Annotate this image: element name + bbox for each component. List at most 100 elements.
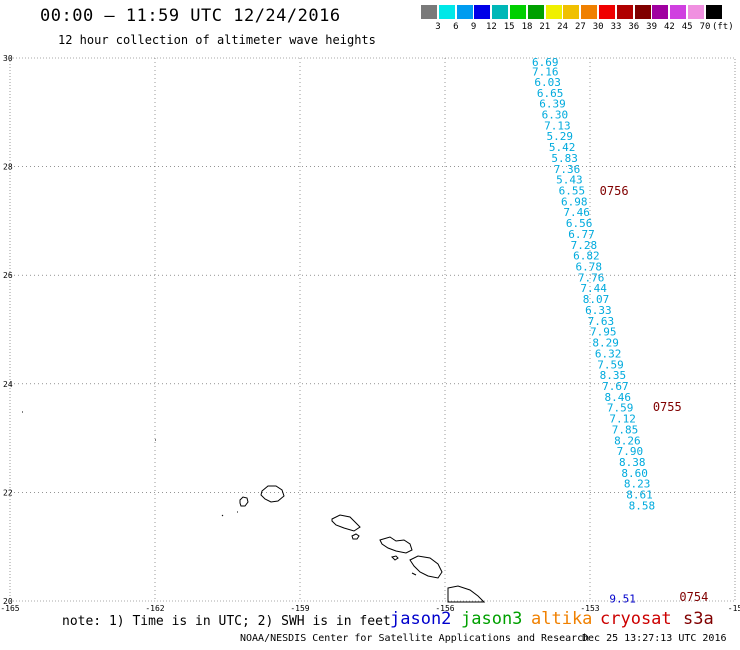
scale-swatch [438,5,455,19]
wave-height-value: 7.59 [597,358,624,371]
wave-height-value: 5.29 [547,130,574,143]
island-hawaii [409,555,443,579]
legend-jason3: jason3 [461,609,523,629]
wave-height-value: 8.46 [605,391,632,404]
wave-height-value: 5.43 [556,174,583,187]
scale-label: 3 [435,22,441,32]
wave-height-value: 7.46 [563,206,590,219]
scale-swatch [581,5,598,19]
footer-timestamp: Dec 25 13:27:13 UTC 2016 [582,633,727,644]
scale-label: 15 [503,22,515,32]
scale-swatch [563,5,580,19]
wave-height-value: 6.77 [568,228,595,241]
scale-unit: (ft) [711,22,734,32]
map-title: 00:00 — 11:59 UTC 12/24/2016 [40,6,341,26]
wave-height-value: 9.51 [609,592,636,605]
island-hawaii-south [411,572,417,576]
scale-swatch [616,5,633,19]
scale-label: 6 [453,22,459,32]
map-frame [9,57,736,602]
y-tick-label: 28 [3,163,13,172]
scale-swatch [670,5,687,19]
hawaiian-islands [22,411,486,603]
scale-label: 24 [557,22,569,32]
pass-time-label: 0754 [679,590,708,604]
wave-height-value: 7.63 [588,315,615,328]
x-tick-label: -165 [0,604,19,613]
map-grid [9,57,736,602]
legend-altika: altika [531,609,593,629]
wave-height-value: 8.35 [600,369,627,382]
wave-height-value: 8.29 [592,337,619,350]
wave-height-value: 7.90 [617,445,644,458]
wave-height-value: 7.28 [571,239,598,252]
island-molokai [331,514,361,532]
scale-swatch [456,5,473,19]
scale-swatch [492,5,509,19]
scale-swatch [527,5,544,19]
wave-height-value: 6.55 [559,184,586,197]
scale-label: 27 [574,22,586,32]
wave-height-value: 8.38 [619,456,646,469]
scale-label: 70 [699,22,711,32]
map-subtitle: 12 hour collection of altimeter wave hei… [58,33,376,47]
wave-height-value: 7.12 [609,413,636,426]
x-tick-label: -159 [290,604,309,613]
wave-height-value: 6.98 [561,195,588,208]
y-tick-label: 24 [3,380,13,389]
y-tick-label: 22 [3,488,13,497]
wave-height-value: 5.83 [551,152,578,165]
wave-height-value: 8.58 [629,499,656,512]
wave-height-value: 8.07 [583,293,610,306]
scale-swatch [545,5,562,19]
wave-height-value: 6.30 [542,108,569,121]
pass-time-labels: 0756 0755 0754 [600,184,709,604]
wave-height-value: 6.65 [537,87,564,100]
wave-height-value: 8.23 [624,478,651,491]
island-kauai [239,496,249,507]
wave-height-value: 7.59 [607,402,634,415]
island-oahu [260,485,285,503]
wave-height-value: 7.85 [612,423,639,436]
scale-label: 42 [663,22,675,32]
wave-height-value: 7.76 [578,271,605,284]
scale-label: 39 [646,22,658,32]
wave-height-value: 7.13 [544,119,571,132]
scale-label: 36 [628,22,640,32]
island-lanai [351,533,360,540]
wave-height-value: 6.32 [595,347,622,360]
scale-swatch [705,5,722,19]
y-tick-label: 20 [3,597,13,606]
scale-label: 21 [539,22,551,32]
x-tick-label: -153 [580,604,599,613]
wave-height-value: 6.69 [532,56,559,69]
wave-height-value: 8.26 [614,434,641,447]
scale-swatch [510,5,526,19]
legend-s3a: s3a [683,609,714,629]
y-tick-label: 26 [3,271,13,280]
wave-height-value: 6.82 [573,250,600,263]
legend-note: note: 1) Time is in UTC; 2) SWH is in fe… [62,614,391,629]
wave-height-value: 5.42 [549,141,576,154]
wave-height-value: 6.78 [576,261,603,274]
scale-label: 45 [681,22,693,32]
wave-height-value: 8.60 [621,467,648,480]
y-tick-label: 30 [3,54,13,63]
island-niihau [221,514,224,517]
wave-height-value: 7.36 [554,163,581,176]
wave-height-value: 6.33 [585,304,612,317]
pass-time-label: 0756 [600,184,629,198]
scale-label: 30 [592,22,604,32]
legend-jason2: jason2 [390,609,452,629]
wave-height-value: 7.16 [532,66,559,79]
axis-tick-labels: -165 -162 -159 -156 -153 -15 30 28 26 24 22 20 [0,54,740,613]
pass-time-label: 0755 [653,400,682,414]
altimeter-points: 9.51 6.697.166.036.656.396.307.135.295.42… [532,56,655,605]
island-maui [379,536,413,554]
wave-height-value: 7.67 [602,380,629,393]
scale-swatch [421,5,437,19]
scale-swatch [652,5,669,19]
island-kahoolawe [391,555,399,561]
x-tick-label: -156 [435,604,454,613]
